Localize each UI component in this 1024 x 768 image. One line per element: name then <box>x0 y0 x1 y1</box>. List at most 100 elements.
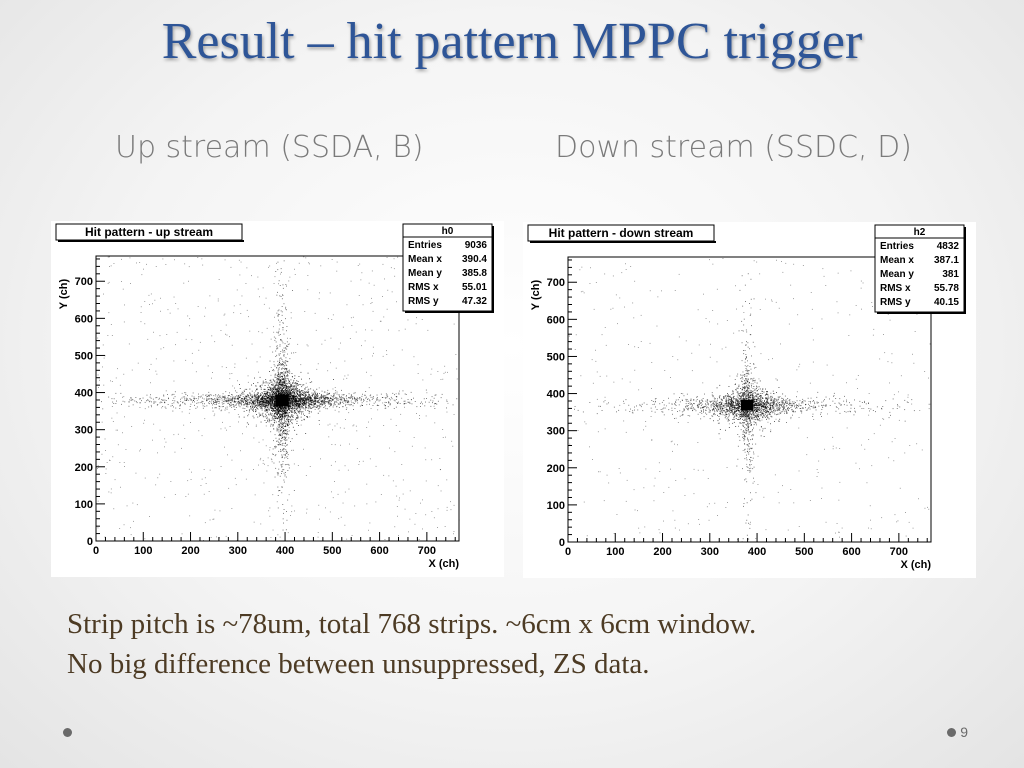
hit-point <box>314 401 315 402</box>
hit-point <box>299 394 301 396</box>
hit-point <box>296 380 298 382</box>
hit-point <box>274 412 276 414</box>
hit-point <box>270 381 272 383</box>
hit-point <box>255 409 257 410</box>
hit-point <box>296 404 298 406</box>
hit-point <box>284 393 286 394</box>
hit-point <box>290 385 291 387</box>
hit-point <box>275 407 277 408</box>
hit-point <box>238 416 240 418</box>
hit-point <box>289 393 290 394</box>
hit-point <box>246 403 247 405</box>
hit-point <box>314 396 315 398</box>
hit-point <box>286 386 288 387</box>
hit-point <box>265 393 266 395</box>
hit-point <box>276 383 278 385</box>
hit-point <box>288 407 289 409</box>
hit-point <box>272 416 274 418</box>
hit-point <box>267 384 269 386</box>
hit-points <box>97 256 460 542</box>
hit-point <box>275 402 277 404</box>
hit-point <box>263 406 265 407</box>
hit-point <box>272 378 274 380</box>
hit-point <box>269 420 271 422</box>
hit-point <box>255 411 256 413</box>
hit-point <box>296 403 298 405</box>
hit-point <box>295 402 297 404</box>
slide-title: Result – hit pattern MPPC trigger <box>161 13 863 70</box>
hit-point <box>273 419 275 421</box>
hit-point <box>277 418 278 420</box>
hit-point <box>288 391 290 393</box>
hit-point <box>252 415 254 417</box>
hit-point <box>287 371 288 373</box>
hit-point <box>279 418 281 420</box>
hit-point <box>283 428 284 429</box>
hit-point <box>297 411 299 413</box>
hit-point <box>286 393 287 395</box>
hit-point <box>266 412 268 413</box>
hit-point <box>277 408 279 409</box>
hit-point <box>304 401 306 402</box>
hit-point <box>272 388 274 390</box>
hit-point <box>311 381 313 383</box>
hit-point <box>289 412 290 413</box>
hit-point <box>300 371 302 373</box>
hit-point <box>287 415 289 417</box>
hit-point <box>297 417 299 419</box>
hit-point <box>292 411 294 413</box>
hit-point <box>308 410 310 412</box>
hit-point <box>300 390 302 392</box>
hit-point <box>317 412 319 414</box>
hit-point <box>293 381 294 383</box>
hit-point <box>256 388 257 390</box>
hit-point <box>308 391 310 393</box>
hit-point <box>274 395 276 396</box>
hit-point <box>297 417 299 418</box>
hit-point <box>273 416 275 417</box>
hit-point <box>268 404 270 406</box>
hit-point <box>293 392 295 393</box>
hit-point <box>264 402 266 404</box>
hit-point <box>262 415 264 417</box>
hit-point <box>280 384 282 386</box>
hit-point <box>288 408 290 410</box>
hit-point <box>278 406 279 408</box>
hit-point <box>265 415 267 417</box>
hit-point <box>264 407 266 408</box>
hit-point <box>292 392 294 394</box>
hit-point <box>273 408 274 410</box>
hit-point <box>291 385 292 387</box>
hit-point <box>285 412 287 414</box>
hit-point <box>300 394 301 396</box>
hit-point <box>291 403 293 405</box>
hit-point <box>283 416 285 418</box>
hit-point <box>264 410 266 412</box>
hit-point <box>263 393 265 394</box>
hit-point <box>284 395 285 397</box>
hit-point <box>249 392 251 394</box>
hit-point <box>289 391 291 393</box>
hit-point <box>255 410 257 412</box>
hit-point <box>273 414 275 416</box>
hit-point <box>276 414 278 416</box>
hit-point <box>246 410 248 411</box>
hit-point <box>253 417 255 419</box>
hit-point <box>288 394 289 396</box>
hit-point <box>259 413 261 415</box>
hit-point <box>261 406 263 407</box>
hit-point <box>250 400 252 401</box>
hit-point <box>270 395 271 397</box>
hit-point <box>271 398 273 400</box>
hit-point <box>274 385 276 387</box>
hit-point <box>236 395 238 397</box>
hit-point <box>294 385 296 387</box>
hit-point <box>272 407 274 409</box>
hit-point <box>278 409 280 411</box>
hit-point <box>287 390 289 392</box>
hit-point <box>263 416 264 418</box>
hit-point <box>273 398 275 400</box>
hit-point <box>271 384 272 385</box>
hit-point <box>303 407 304 409</box>
hit-point <box>286 391 288 393</box>
